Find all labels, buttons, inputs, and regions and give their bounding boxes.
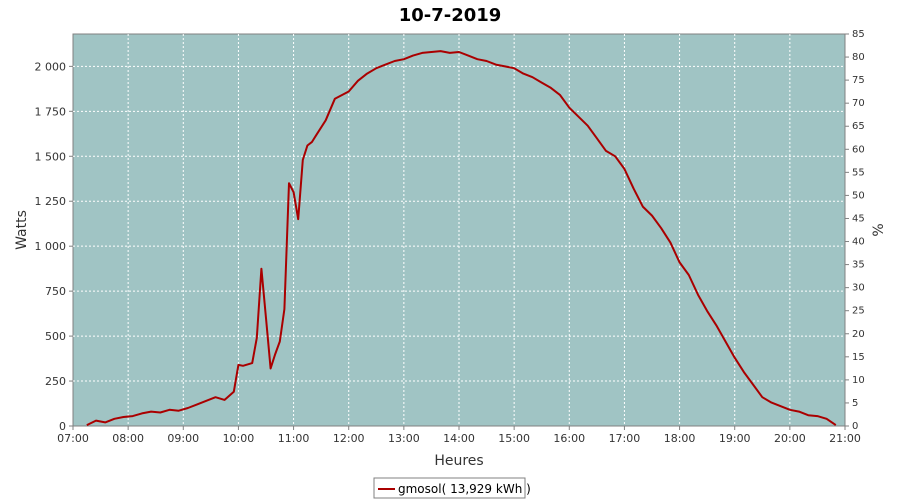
y-tick-label: 500 <box>45 330 66 343</box>
x-tick-label: 11:00 <box>278 432 310 445</box>
x-tick-label: 12:00 <box>333 432 365 445</box>
legend-box <box>373 477 526 499</box>
x-tick-label: 10:00 <box>223 432 255 445</box>
legend-label: gmosol( 13,929 kWh ) <box>398 482 531 496</box>
y-tick-label: 2 000 <box>35 60 67 73</box>
y-tick-label: 1 000 <box>35 240 67 253</box>
y-tick-label: 1 750 <box>35 105 67 118</box>
grid <box>73 34 845 426</box>
x-tick-label: 07:00 <box>57 432 89 445</box>
y2-tick-label: 85 <box>852 29 865 40</box>
y-tick-label: 1 500 <box>35 150 67 163</box>
y-tick-label: 1 250 <box>35 195 67 208</box>
y2-tick-label: 0 <box>852 421 858 432</box>
x-tick-label: 21:00 <box>829 432 861 445</box>
y2-tick-label: 60 <box>852 144 865 155</box>
legend: gmosol( 13,929 kWh ) <box>373 477 531 499</box>
y2-axis-ticks: 0 5 10 15 20 25 30 35 40 45 50 55 60 65 70 75 80 85 <box>845 29 865 432</box>
y-tick-label: 250 <box>45 375 66 388</box>
x-tick-label: 19:00 <box>719 432 751 445</box>
x-tick-label: 18:00 <box>664 432 696 445</box>
y2-tick-label: 55 <box>852 167 865 178</box>
y2-tick-label: 50 <box>852 190 865 201</box>
x-tick-label: 20:00 <box>774 432 806 445</box>
x-tick-label: 15:00 <box>498 432 530 445</box>
y2-tick-label: 45 <box>852 213 865 224</box>
y2-tick-label: 40 <box>852 237 865 248</box>
x-axis-ticks: 07:00 08:00 09:00 10:00 11:00 12:00 13:00 14:00… <box>57 426 861 445</box>
y-axis-title: Watts <box>14 210 30 250</box>
y2-tick-label: 65 <box>852 121 865 132</box>
y2-tick-label: 30 <box>852 283 865 294</box>
y2-tick-label: 75 <box>852 75 865 86</box>
y2-tick-label: 80 <box>852 52 865 63</box>
series <box>86 50 837 426</box>
x-tick-label: 08:00 <box>112 432 144 445</box>
chart-title: 10-7-2019 <box>399 5 502 26</box>
x-tick-label: 14:00 <box>443 432 475 445</box>
y2-axis-title: % <box>871 223 887 236</box>
series-line <box>86 50 837 426</box>
x-tick-label: 16:00 <box>553 432 585 445</box>
y2-tick-label: 70 <box>852 98 865 109</box>
y2-tick-label: 35 <box>852 260 865 271</box>
y2-tick-label: 20 <box>852 329 865 340</box>
y2-tick-label: 25 <box>852 306 865 317</box>
x-tick-label: 13:00 <box>388 432 420 445</box>
x-axis-title: Heures <box>434 453 483 469</box>
x-tick-label: 09:00 <box>167 432 199 445</box>
x-tick-label: 17:00 <box>609 432 641 445</box>
y-tick-label: 0 <box>59 420 66 433</box>
y-axis-ticks: 0 250 500 750 1 000 1 250 1 500 1 750 2 000 <box>35 60 73 433</box>
y-tick-label: 750 <box>45 285 66 298</box>
y2-tick-label: 15 <box>852 352 865 363</box>
y2-tick-label: 10 <box>852 375 865 386</box>
y2-tick-label: 5 <box>852 398 858 409</box>
